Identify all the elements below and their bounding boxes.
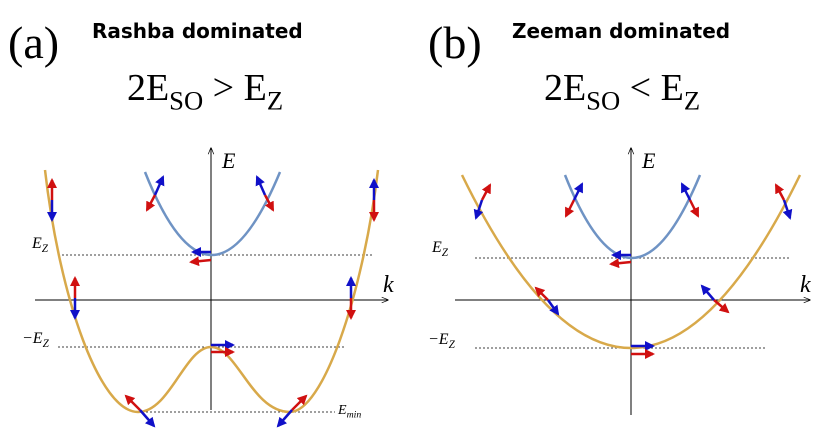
condition: 2ESO > EZ <box>127 67 283 116</box>
panel-label: (a) <box>8 17 59 68</box>
panel-label: (b) <box>428 17 482 68</box>
text-part: < E <box>620 67 684 109</box>
subscript: min <box>347 410 362 421</box>
spin-arrow-red <box>263 194 275 212</box>
subscript: Z <box>43 338 50 350</box>
spin-arrow-red <box>713 299 730 314</box>
spin-arrow-red <box>480 183 492 201</box>
spin-arrow-blue <box>473 199 484 220</box>
subscript: SO <box>586 86 620 116</box>
panel-title: Rashba dominated <box>92 19 303 43</box>
level-label: −EZ <box>428 331 456 351</box>
subscript: Z <box>684 86 700 116</box>
subscript: Z <box>267 86 283 116</box>
text-part: −E <box>428 331 449 348</box>
axis-label: E <box>641 148 656 173</box>
subscript: SO <box>169 86 203 116</box>
spin-arrow-blue <box>276 409 293 428</box>
lower-band <box>43 169 380 414</box>
spin-arrow-red <box>609 258 632 269</box>
spin-arrow-red <box>774 183 786 201</box>
level-label: EZ <box>31 235 49 255</box>
panel-title: Zeeman dominated <box>512 19 730 43</box>
text-part: 2E <box>544 67 586 109</box>
text-part: E <box>337 403 347 418</box>
subscript: Z <box>442 247 449 259</box>
spin-arrow-blue <box>139 409 156 428</box>
condition: 2ESO < EZ <box>544 67 700 116</box>
text-part: 2E <box>127 67 169 109</box>
spin-arrow-red <box>291 394 308 411</box>
axis-label: k <box>800 272 811 298</box>
spin-arrow-blue <box>700 284 715 301</box>
axis-label: k <box>383 272 394 298</box>
subscript: Z <box>449 339 456 351</box>
text-part: > E <box>203 67 267 109</box>
spin-arrow-red <box>124 394 141 411</box>
spin-arrow-blue <box>572 182 584 201</box>
spin-arrow-blue <box>153 175 165 196</box>
spin-arrow-red <box>145 194 157 212</box>
spin-arrow-blue <box>680 182 692 201</box>
upper-band <box>563 174 702 259</box>
level-label: Emin <box>337 403 361 421</box>
text-part: E <box>31 235 42 252</box>
text-part: E <box>431 239 442 256</box>
axis-label: E <box>221 148 236 173</box>
upper-band <box>143 171 282 256</box>
level-label: −EZ <box>22 330 50 350</box>
layout <box>35 148 810 428</box>
lower-band <box>460 174 802 350</box>
spin-arrow-blue <box>782 199 793 220</box>
spin-arrow-blue <box>255 175 267 196</box>
subscript: Z <box>42 243 49 255</box>
spin-arrow-blue <box>546 299 560 316</box>
spin-arrow-red <box>688 199 700 218</box>
spin-arrow-red <box>189 256 212 267</box>
spin-arrow-red <box>564 199 576 218</box>
spin-arrow-red <box>534 286 549 301</box>
level-label: EZ <box>431 239 449 259</box>
text-part: −E <box>22 330 43 347</box>
